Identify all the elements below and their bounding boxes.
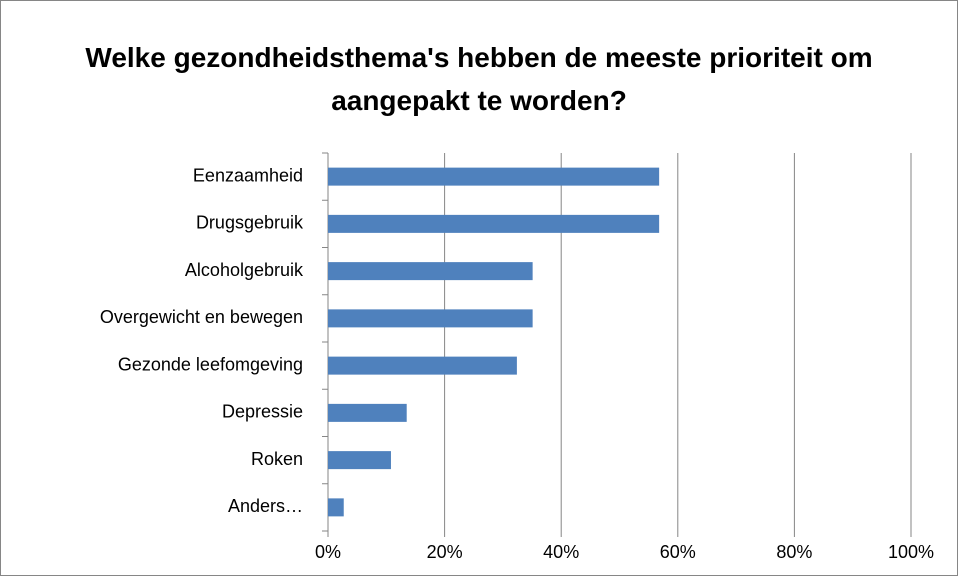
y-tick-label: Alcoholgebruik	[185, 260, 304, 280]
x-tick-label: 40%	[543, 542, 579, 562]
x-tick-label: 60%	[660, 542, 696, 562]
y-tick-label: Roken	[251, 449, 303, 469]
x-tick-label: 100%	[888, 542, 934, 562]
y-tick-label: Depressie	[222, 402, 303, 422]
bar	[328, 403, 407, 422]
bar	[328, 451, 391, 470]
y-tick-label: Overgewicht en bewegen	[100, 307, 303, 327]
x-tick-label: 0%	[315, 542, 341, 562]
y-tick-label: Eenzaamheid	[193, 165, 303, 185]
bar	[328, 309, 533, 328]
x-tick-label: 80%	[776, 542, 812, 562]
bar	[328, 356, 517, 375]
x-tick-label: 20%	[427, 542, 463, 562]
y-tick-label: Anders…	[228, 496, 303, 516]
y-tick-label: Drugsgebruik	[196, 213, 304, 233]
bar	[328, 167, 660, 186]
chart-title: Welke gezondheidsthema's hebben de meest…	[85, 42, 873, 116]
bar	[328, 262, 533, 281]
bar	[328, 214, 660, 233]
y-tick-label: Gezonde leefomgeving	[118, 354, 303, 374]
bar	[328, 498, 344, 517]
